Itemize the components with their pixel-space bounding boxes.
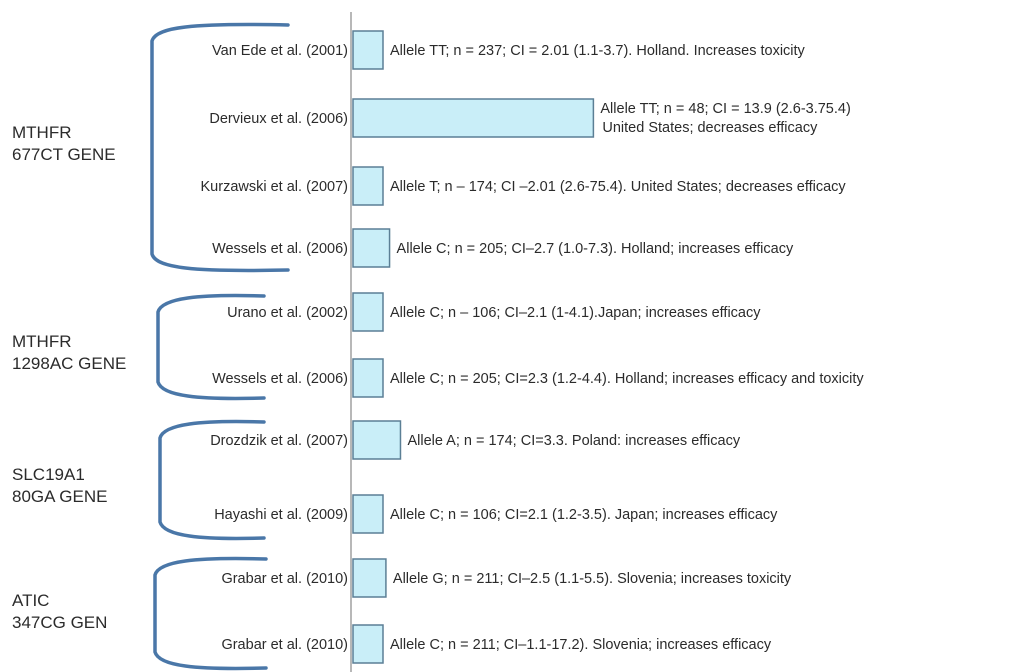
bar-annotation: Allele G; n = 211; CI–2.5 (1.1-5.5). Slo… (393, 571, 792, 587)
group-label-4-line-1: ATIC (12, 591, 49, 610)
bar-annotation: Allele C; n = 205; CI=2.3 (1.2-4.4). Hol… (390, 371, 864, 387)
bar (352, 228, 391, 268)
bar (352, 292, 384, 332)
bars (352, 30, 595, 664)
annotations: Allele TT; n = 237; CI = 2.01 (1.1-3.7).… (390, 43, 864, 653)
study-label: Urano et al. (2002) (227, 305, 348, 321)
bar (352, 420, 402, 460)
study-label: Grabar et al. (2010) (221, 571, 348, 587)
bar (352, 494, 384, 534)
bar-annotation: Allele A; n = 174; CI=3.3. Poland: incre… (407, 433, 740, 449)
group-label-2-line-2: 1298AC GENE (12, 354, 126, 373)
bar (352, 624, 384, 664)
bracket-group-3 (158, 419, 266, 541)
bar (352, 98, 595, 138)
study-label: Drozdzik et al. (2007) (210, 433, 348, 449)
study-label: Kurzawski et al. (2007) (201, 179, 348, 195)
study-label: Wessels et al. (2006) (212, 241, 348, 257)
bar-annotation: Allele C; n – 106; CI–2.1 (1-4.1).Japan;… (390, 305, 761, 321)
study-label: Van Ede et al. (2001) (212, 43, 348, 59)
bar-annotation: Allele TT; n = 237; CI = 2.01 (1.1-3.7).… (390, 43, 806, 59)
group-brackets (150, 22, 290, 671)
group-label-3-line-1: SLC19A1 (12, 465, 85, 484)
study-label: Wessels et al. (2006) (212, 371, 348, 387)
group-label-1-line-2: 677CT GENE (12, 145, 116, 164)
group-label-1-line-1: MTHFR (12, 123, 71, 142)
bar-annotation: Allele C; n = 211; CI–1.1-17.2). Sloveni… (390, 637, 772, 653)
bracket-group-4 (153, 556, 268, 671)
bar (352, 30, 384, 70)
study-label: Grabar et al. (2010) (221, 637, 348, 653)
bar-annotation: United States; decreases efficacy (602, 120, 818, 136)
group-label-2-line-1: MTHFR (12, 332, 71, 351)
bar (352, 166, 384, 206)
bar-annotation: Allele T; n – 174; CI –2.01 (2.6-75.4). … (390, 179, 846, 195)
bar (352, 558, 387, 598)
study-label: Dervieux et al. (2006) (209, 111, 348, 127)
bar (352, 358, 384, 398)
bracket-group-2 (156, 293, 266, 401)
group-labels: MTHFR 677CT GENE MTHFR 1298AC GENE SLC19A1 80… (12, 123, 126, 632)
bar-annotation: Allele C; n = 205; CI–2.7 (1.0-7.3). Hol… (397, 241, 794, 257)
group-label-3-line-2: 80GA GENE (12, 487, 107, 506)
study-label: Hayashi et al. (2009) (214, 507, 348, 523)
group-label-4-line-2: 347CG GEN (12, 613, 107, 632)
bracket-group-1 (150, 22, 290, 273)
study-labels: Van Ede et al. (2001) Dervieux et al. (20… (201, 43, 348, 653)
bar-annotation: Allele C; n = 106; CI=2.1 (1.2-3.5). Jap… (390, 507, 778, 523)
bar-annotation: Allele TT; n = 48; CI = 13.9 (2.6-3.75.4… (600, 101, 850, 117)
